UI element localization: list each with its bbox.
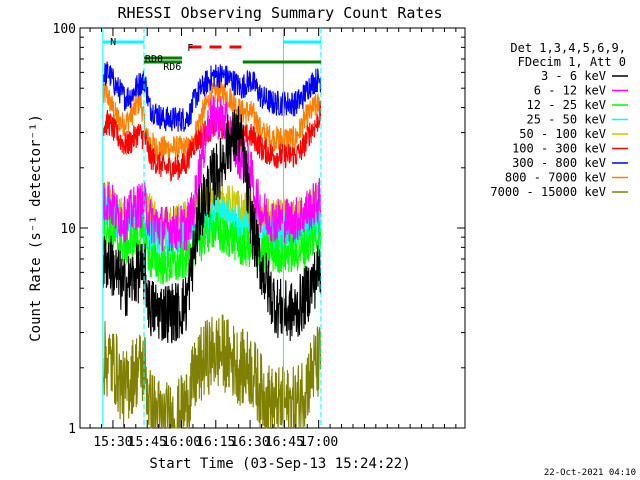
legend-header-line-2: FDecim 1, Att 0 [518, 55, 626, 69]
legend-entry-label: 12 - 25 keV [527, 98, 606, 112]
series-ch6_12 [102, 95, 322, 252]
y-tick-label: 10 [60, 222, 76, 237]
series-ch12_25 [102, 210, 322, 285]
flare-label: F [187, 43, 193, 54]
series-ch300_800 [102, 61, 322, 132]
x-tick-label: 15:30 [93, 435, 132, 450]
legend: Det 1,3,4,5,6,9, FDecim 1, Att 0 3 - 6 k… [490, 41, 628, 199]
y-axis-label: Count Rate (s⁻¹ detector⁻¹) [28, 114, 44, 342]
legend-entry-label: 6 - 12 keV [534, 84, 606, 98]
legend-header-line-1: Det 1,3,4,5,6,9, [510, 41, 626, 55]
legend-entry-label: 100 - 300 keV [512, 142, 606, 156]
x-axis-label: Start Time (03-Sep-13 15:24:22) [149, 456, 410, 472]
x-tick-label: 15:45 [128, 435, 167, 450]
x-tick-label: 16:45 [265, 435, 304, 450]
y-tick-label: 1 [68, 422, 76, 437]
saa-label-rd0: RD0 [145, 54, 163, 65]
legend-entry-label: 300 - 800 keV [512, 156, 606, 170]
chart-title: RHESSI Observing Summary Count Rates [117, 4, 442, 22]
series-ch3_6 [102, 106, 322, 344]
saa-label-rd6: RD6 [163, 62, 181, 73]
x-tick-label: 17:00 [299, 435, 338, 450]
series-ch7000_15000 [102, 314, 322, 429]
legend-entry-label: 25 - 50 keV [527, 113, 606, 127]
timestamp-label: 22-Oct-2021 04:10 [544, 468, 636, 478]
x-tick-label: 16:30 [231, 435, 270, 450]
x-tick-label: 16:15 [196, 435, 235, 450]
legend-entry-label: 800 - 7000 keV [505, 171, 606, 185]
y-tick-label: 100 [53, 22, 76, 37]
series-layer [102, 61, 322, 429]
legend-entry-label: 3 - 6 keV [541, 69, 606, 83]
legend-entry-label: 50 - 100 keV [519, 127, 606, 141]
legend-entry-label: 7000 - 15000 keV [490, 185, 606, 199]
x-tick-label: 16:00 [162, 435, 201, 450]
night-label: N [110, 37, 116, 48]
